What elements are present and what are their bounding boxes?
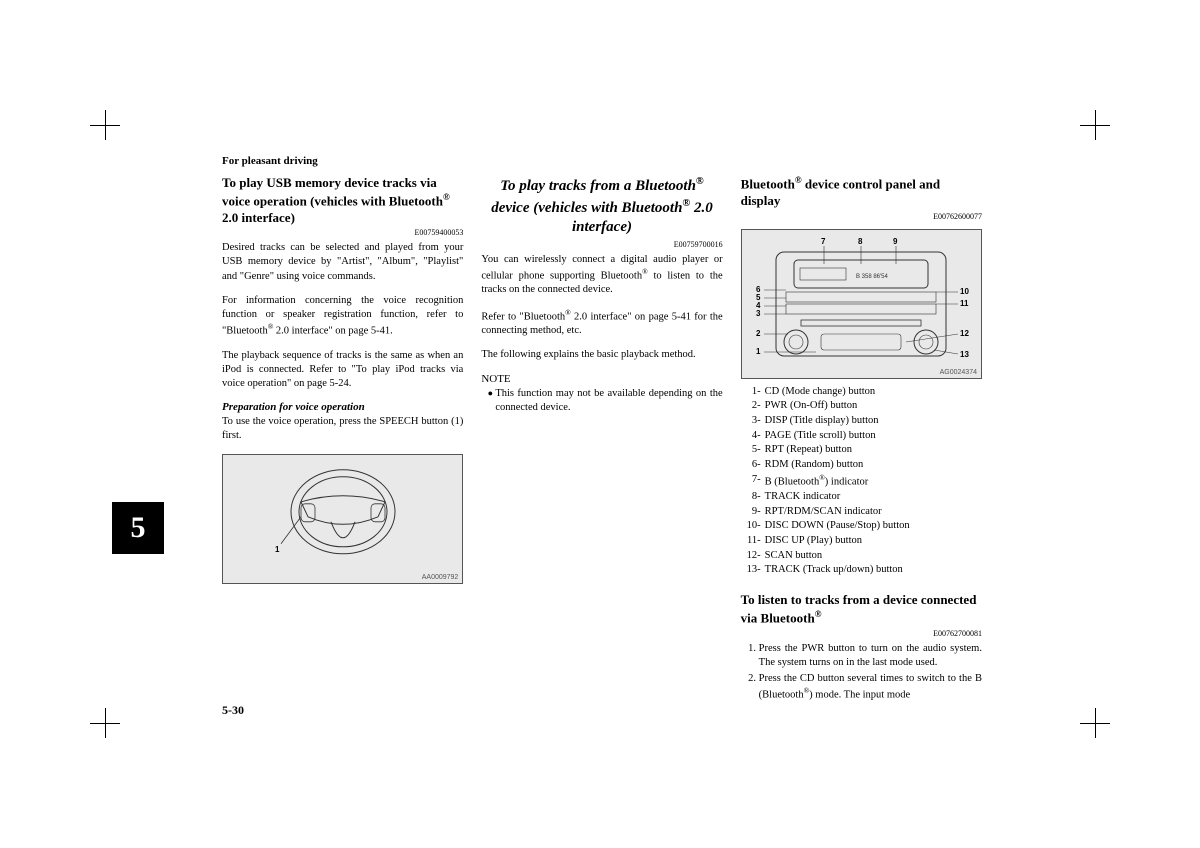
svg-text:7: 7	[821, 237, 826, 246]
figure1-code: AA0009792	[422, 574, 459, 581]
column-1: To play USB memory device tracks via voi…	[222, 175, 463, 705]
crop-mark	[90, 110, 120, 140]
steering-wheel-icon: 1	[273, 461, 413, 571]
listen-steps: Press the PWR button to turn on the audi…	[741, 642, 982, 703]
crop-mark	[90, 708, 120, 738]
col3-refcode2: E00762700081	[741, 629, 982, 638]
col3-heading2: To listen to tracks from a device connec…	[741, 592, 982, 627]
svg-text:8: 8	[858, 237, 863, 246]
col2-p2: Refer to "Bluetooth® 2.0 interface" on p…	[481, 308, 722, 339]
col1-refcode: E00759400053	[222, 228, 463, 237]
legend-row: 9-RPT/RDM/SCAN indicator	[741, 505, 982, 520]
svg-text:B 358 86'54: B 358 86'54	[856, 274, 889, 280]
svg-text:1: 1	[756, 347, 761, 356]
crop-mark	[1080, 708, 1110, 738]
col1-p2: For information concerning the voice rec…	[222, 294, 463, 339]
legend-row: 5-RPT (Repeat) button	[741, 443, 982, 458]
radio-panel-icon: B 358 86'54 7 8	[746, 234, 976, 374]
legend-row: 10-DISC DOWN (Pause/Stop) button	[741, 519, 982, 534]
page-number: 5-30	[222, 703, 244, 718]
chapter-tab: 5	[112, 502, 164, 554]
col2-heading: To play tracks from a Bluetooth® device …	[481, 175, 722, 238]
legend-row: 1-CD (Mode change) button	[741, 385, 982, 400]
figure-control-panel: B 358 86'54 7 8	[741, 229, 982, 379]
svg-text:10: 10	[960, 287, 969, 296]
svg-text:9: 9	[893, 237, 898, 246]
svg-text:2: 2	[756, 329, 761, 338]
col2-p3: The following explains the basic playbac…	[481, 348, 722, 362]
figure2-code: AG0024374	[940, 369, 977, 376]
legend-row: 12-SCAN button	[741, 549, 982, 564]
page-content: For pleasant driving To play USB memory …	[222, 155, 982, 705]
column-3: Bluetooth® device control panel and disp…	[741, 175, 982, 705]
col1-p3: The playback sequence of tracks is the s…	[222, 349, 463, 392]
section-header: For pleasant driving	[222, 155, 982, 167]
legend-row: 6-RDM (Random) button	[741, 458, 982, 473]
crop-mark	[1080, 110, 1110, 140]
legend-row: 7-B (Bluetooth®) indicator	[741, 473, 982, 490]
legend-row: 8-TRACK indicator	[741, 490, 982, 505]
step-item: Press the PWR button to turn on the audi…	[759, 642, 982, 670]
note-item: This function may not be available depen…	[495, 387, 722, 415]
legend-row: 13-TRACK (Track up/down) button	[741, 563, 982, 578]
svg-text:1: 1	[275, 544, 280, 553]
col3-heading: Bluetooth® device control panel and disp…	[741, 175, 982, 210]
col2-p1: You can wirelessly connect a digital aud…	[481, 253, 722, 298]
col1-prep-title: Preparation for voice operation	[222, 401, 463, 413]
col1-p1: Desired tracks can be selected and playe…	[222, 241, 463, 284]
svg-text:11: 11	[960, 299, 969, 308]
col3-refcode: E00762600077	[741, 212, 982, 221]
figure-steering-wheel: 1 AA0009792	[222, 454, 463, 584]
svg-text:12: 12	[960, 329, 969, 338]
svg-text:13: 13	[960, 350, 969, 359]
column-2: To play tracks from a Bluetooth® device …	[481, 175, 722, 705]
step-item: Press the CD button several times to swi…	[759, 672, 982, 703]
legend-row: 3-DISP (Title display) button	[741, 414, 982, 429]
control-legend: 1-CD (Mode change) button2-PWR (On-Off) …	[741, 385, 982, 578]
col1-prep-body: To use the voice operation, press the SP…	[222, 415, 463, 443]
note-label: NOTE	[481, 373, 722, 385]
svg-text:3: 3	[756, 309, 761, 318]
legend-row: 11-DISC UP (Play) button	[741, 534, 982, 549]
col2-refcode: E00759700016	[481, 240, 722, 249]
legend-row: 2-PWR (On-Off) button	[741, 399, 982, 414]
col1-heading: To play USB memory device tracks via voi…	[222, 175, 463, 226]
legend-row: 4-PAGE (Title scroll) button	[741, 429, 982, 444]
